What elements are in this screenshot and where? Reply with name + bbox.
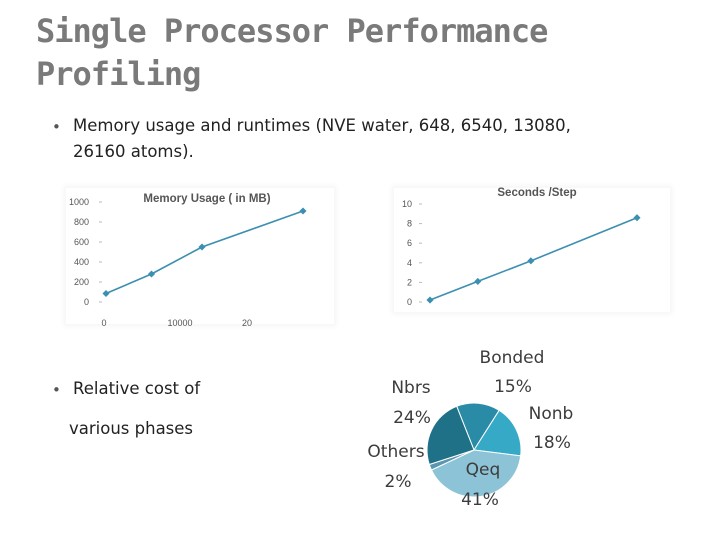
memory-x-tick-label: 10000: [167, 318, 192, 328]
time-data-point: [474, 277, 482, 285]
time-y-tick-label: 8: [407, 219, 412, 229]
memory-chart-title: Memory Usage ( in MB): [143, 193, 270, 205]
memory-data-point: [198, 243, 206, 251]
bullet-text-1: Memory usage and runtimes (NVE water, 64…: [73, 113, 693, 165]
time-y-tick-label: 6: [407, 238, 412, 248]
memory-x-tick-label: 0: [101, 318, 106, 328]
pie-label-bonded: Bonded: [480, 348, 545, 368]
bullet-marker-2: •: [52, 381, 61, 399]
bullet-2-line-2: various phases: [69, 419, 194, 438]
time-data-point: [426, 296, 434, 304]
memory-y-tick-label: 800: [74, 217, 89, 227]
pie-percent-nbrs: 24%: [393, 408, 431, 428]
relative-cost-pie-chart: Bonded 15% Nonb 18% Qeq 41% Others 2% Nbrs 24%: [367, 348, 573, 510]
bullet-2-line-1: Relative cost of: [73, 379, 201, 398]
time-y-tick-label: 4: [407, 258, 412, 268]
time-data-point: [633, 214, 641, 222]
time-y-tick-label: 0: [407, 297, 412, 307]
pie-percent-nonb: 18%: [533, 433, 571, 453]
memory-series-line: [105, 210, 304, 295]
pie-label-others: Others: [367, 442, 424, 462]
memory-y-tick-label: 400: [74, 257, 89, 267]
pie-label-qeq: Qeq: [466, 460, 501, 480]
pie-slice-nbrs: [426, 405, 475, 466]
time-chart-background: [394, 188, 670, 312]
memory-y-tick-label: 200: [74, 277, 89, 287]
memory-data-point: [299, 207, 307, 215]
bullet-1-line-1: Memory usage and runtimes (NVE water, 64…: [73, 116, 571, 135]
time-series-line: [429, 216, 638, 301]
slide-title: Single Processor Performance Profiling: [36, 10, 676, 96]
time-data-point: [527, 257, 535, 265]
pie-slice-qeq: [430, 449, 522, 498]
memory-chart-background: [66, 188, 334, 324]
memory-data-point: [147, 270, 156, 278]
time-chart-title: Seconds /Step: [497, 187, 576, 199]
memory-y-tick-label: 1000: [69, 197, 89, 207]
memory-y-tick-label: 0: [84, 297, 89, 307]
bullet-marker-1: •: [52, 118, 61, 136]
time-y-tick-label: 2: [407, 277, 412, 287]
pie-label-nonb: Nonb: [529, 404, 574, 424]
memory-data-point: [102, 289, 110, 298]
pie-percent-others: 2%: [385, 472, 412, 492]
pie-label-nbrs: Nbrs: [391, 378, 430, 398]
pie-percent-qeq: 41%: [461, 490, 499, 510]
time-y-tick-label: 10: [402, 199, 412, 209]
memory-x-tick-label: 20: [242, 318, 252, 328]
pie-slice-nonb: [473, 409, 522, 457]
title-line-1: Single Processor Performance: [36, 12, 548, 50]
memory-y-tick-label: 600: [74, 237, 89, 247]
title-line-2: Profiling: [36, 55, 201, 93]
pie-percent-bonded: 15%: [494, 377, 532, 397]
seconds-per-step-chart: Seconds /Step 0 2 4 6 8 10: [402, 187, 641, 307]
bullet-1-line-2: 26160 atoms).: [73, 142, 194, 161]
